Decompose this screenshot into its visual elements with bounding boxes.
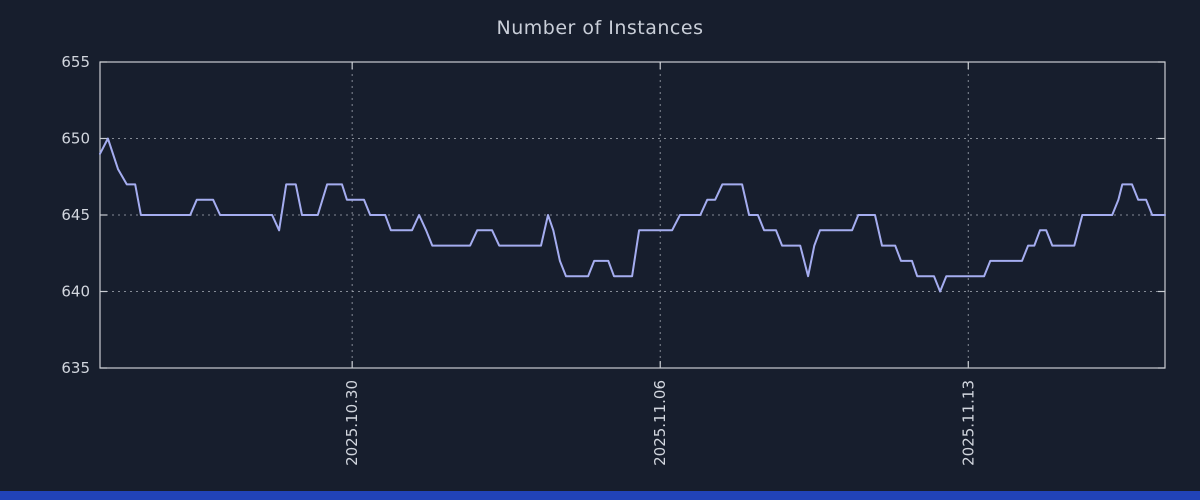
x-tick-label: 2025.11.13 [959,380,977,466]
series-line [99,137,1166,293]
y-tick-label: 635 [61,359,90,377]
y-tick-label: 655 [61,53,90,71]
y-tick-label: 650 [61,130,90,148]
x-tick-label: 2025.11.06 [651,380,669,466]
x-tick-label: 2025.10.30 [343,380,361,466]
footer-bar [0,491,1200,500]
chart-title: Number of Instances [496,17,704,39]
y-tick-label: 645 [61,206,90,224]
y-tick-label: 640 [61,283,90,301]
